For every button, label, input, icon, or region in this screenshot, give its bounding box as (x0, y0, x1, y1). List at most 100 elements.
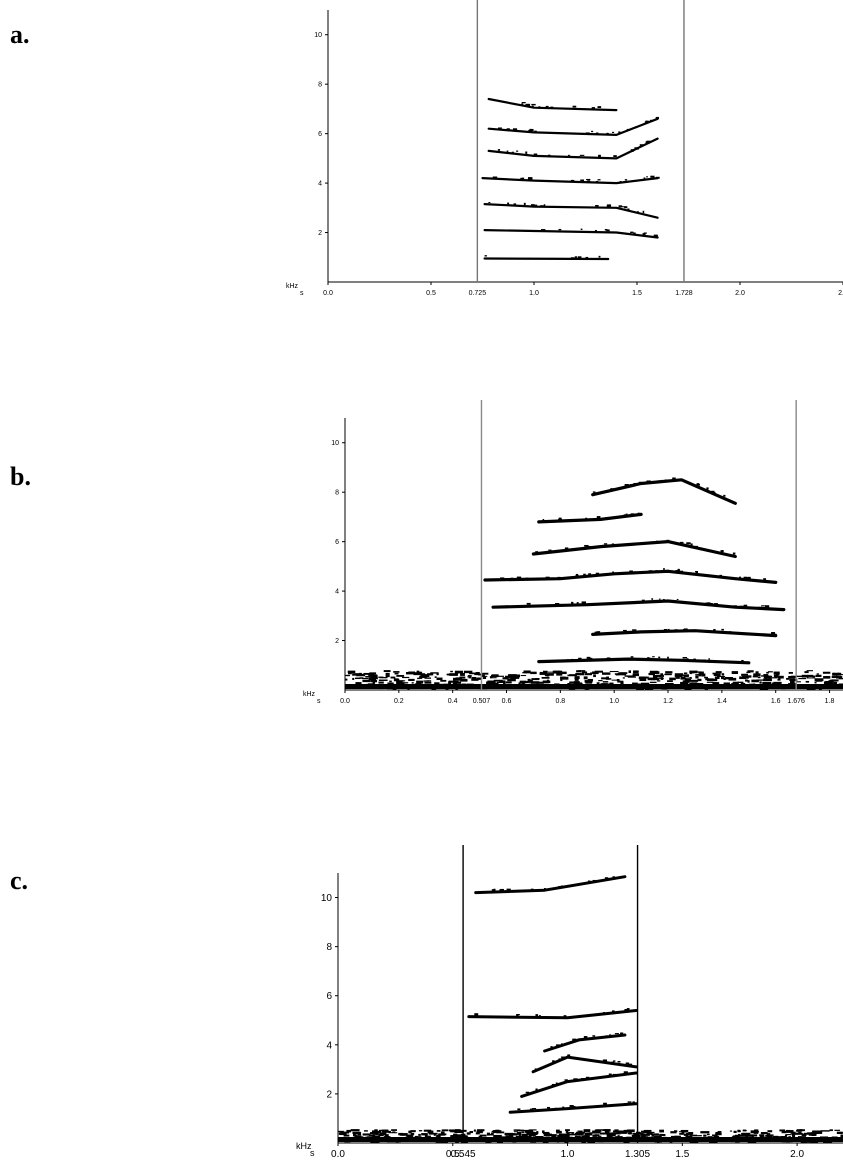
harmonic-speckle (576, 602, 579, 604)
harmonic-speckle (570, 179, 575, 182)
harmonic-speckle (595, 572, 600, 575)
harmonic-speckle (506, 888, 511, 891)
harmonic-speckle (764, 605, 770, 608)
harmonic-speckle (732, 552, 736, 555)
harmonic-speckle (638, 481, 642, 484)
harmonic-speckle (523, 202, 526, 206)
noise-band (345, 670, 843, 691)
harmonic-speckle (654, 599, 659, 602)
harmonic-speckle (538, 1015, 541, 1017)
harmonic-speckle (721, 628, 724, 631)
harmonic-speckle (694, 545, 698, 548)
harmonic-speckle (603, 1102, 607, 1105)
x-tick-label: 1.0 (609, 698, 619, 705)
harmonic-speckle (598, 631, 601, 633)
harmonic-speckle (608, 1073, 612, 1076)
harmonic-speckle (636, 211, 639, 214)
harmonic-speckle (550, 1046, 553, 1049)
harmonic-speckle (521, 101, 526, 104)
harmonic-speckle (579, 154, 585, 156)
harmonic-speckle (695, 570, 699, 573)
panel-label-a: a. (10, 20, 30, 49)
harmonic-speckle (586, 178, 591, 181)
harmonic-speckle (560, 885, 565, 888)
harmonic-speckle (533, 204, 538, 206)
harmonic-speckle (733, 605, 737, 608)
x-tick-label: 1.5 (632, 290, 642, 297)
harmonic-speckle (741, 659, 744, 662)
harmonic-speckle (602, 1012, 605, 1015)
harmonic-speckle (623, 1071, 628, 1074)
harmonic-speckle (543, 204, 546, 207)
harmonic-speckle (702, 659, 706, 662)
y-tick-label: 6 (326, 991, 332, 1002)
harmonic-speckle (743, 577, 748, 579)
harmonic-speckle (677, 568, 680, 571)
x-tick-label: 1.6 (771, 698, 781, 705)
harmonic-speckle (642, 233, 646, 236)
harmonic-speckle (652, 656, 655, 658)
y-tick-label: 2 (318, 230, 322, 237)
harmonic-speckle (667, 656, 669, 659)
harmonic-speckle (586, 545, 592, 548)
harmonic-speckle (592, 491, 596, 493)
harmonic-speckle (592, 879, 597, 883)
harmonic-speckle (682, 657, 688, 659)
harmonic-speckle (506, 150, 509, 152)
harmonic-speckle (663, 568, 665, 571)
harmonic-speckle (558, 886, 561, 889)
harmonic-speckle (542, 518, 545, 522)
harmonic-speckle (763, 579, 766, 582)
harmonic-speckle (655, 176, 660, 179)
harmonic-speckle (540, 205, 544, 207)
harmonic-speckle (516, 1014, 519, 1017)
harmonic-speckle (713, 629, 716, 631)
harmonic-speckle (655, 116, 660, 120)
harmonic-7 (591, 478, 737, 505)
harmonic-speckle (547, 1106, 551, 1109)
harmonic-speckle (572, 105, 577, 108)
harmonic-speckle (554, 1107, 558, 1111)
harmonic-speckle (686, 542, 691, 545)
harmonic-speckle (623, 514, 626, 516)
harmonic-6 (474, 875, 627, 895)
harmonic-speckle (597, 106, 602, 109)
harmonic-speckle (567, 1054, 571, 1057)
harmonic-speckle (714, 603, 718, 605)
x-tick-label: 0.5 (426, 290, 436, 297)
harmonic-speckle (647, 657, 650, 660)
harmonic-speckle (531, 103, 536, 106)
harmonic-speckle (526, 602, 531, 605)
harmonic-speckle (516, 576, 522, 579)
harmonic-speckle (771, 632, 776, 635)
harmonic-speckle (564, 547, 569, 550)
y-tick-label: 2 (335, 638, 339, 645)
harmonic-1 (537, 657, 751, 665)
harmonic-speckle (533, 153, 538, 156)
harmonic-5 (467, 1009, 638, 1020)
harmonic-speckle (528, 177, 531, 180)
harmonic-speckle (557, 603, 562, 606)
x-tick-label: 0.6 (502, 698, 512, 705)
harmonic-speckle (587, 880, 591, 883)
harmonic-speckle (581, 601, 587, 604)
harmonic-2 (591, 629, 778, 638)
harmonic-speckle (510, 577, 514, 580)
harmonic-speckle (651, 480, 655, 484)
harmonic-speckle (655, 570, 658, 573)
harmonic-speckle (580, 179, 585, 182)
x-tick-label: 1.4 (717, 698, 727, 705)
harmonic-speckle (630, 231, 634, 233)
harmonic-speckle (602, 544, 606, 547)
harmonic-speckle (577, 1038, 582, 1041)
time-marker-label: 0.545 (451, 1149, 476, 1160)
harmonic-speckle (706, 487, 709, 490)
harmonic-speckle (651, 598, 654, 600)
harmonic-speckle (492, 176, 498, 180)
harmonic-speckle (629, 570, 633, 573)
harmonic-speckle (525, 1091, 530, 1094)
harmonic-speckle (517, 1108, 521, 1111)
harmonic-speckle (560, 1043, 563, 1046)
harmonic-speckle (558, 228, 562, 231)
harmonic-speckle (761, 605, 765, 607)
